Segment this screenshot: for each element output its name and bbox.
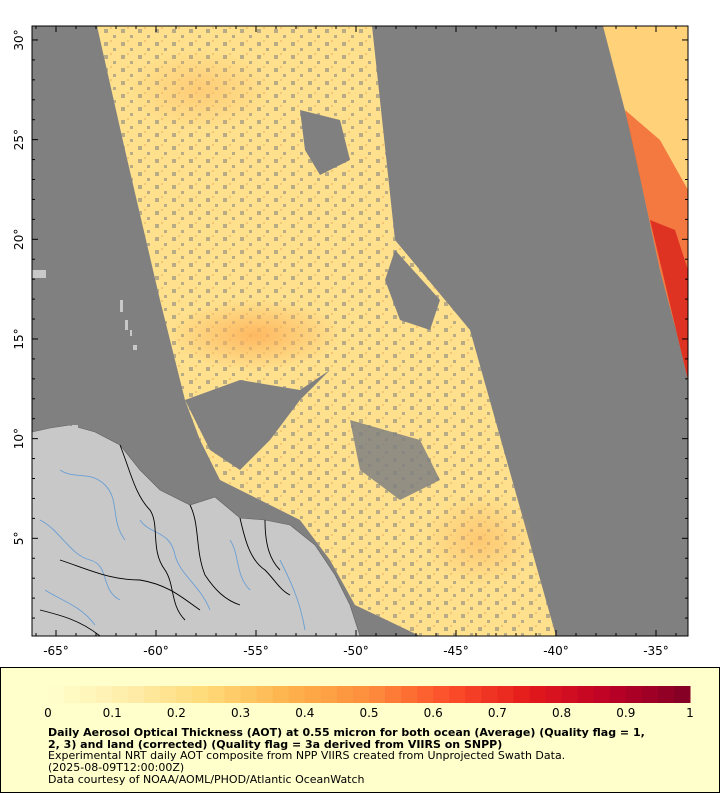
country-borders: [39, 444, 291, 636]
no-data-gap: [350, 420, 440, 500]
colorbar-cell: [224, 686, 242, 703]
y-tick-label: 10°: [12, 428, 26, 449]
y-tick-label: 25°: [12, 129, 26, 150]
colorbar-cell: [657, 686, 675, 703]
colorbar-tick-label: 1: [686, 706, 694, 720]
no-data-gap: [385, 250, 440, 330]
colorbar-cell: [577, 686, 595, 703]
legend-panel: 0 0.1 0.2 0.3 0.4 0.5 0.6 0.7 0.8 0.9 1 Daily Aero…: [0, 667, 720, 793]
caption-line2: (2025-08-09T12:00:00Z): [48, 761, 185, 774]
colorbar: 0 0.1 0.2 0.3 0.4 0.5 0.6 0.7 0.8 0.9 1: [44, 686, 694, 720]
colorbar-cell: [144, 686, 161, 703]
colorbar-tick-label: 0.2: [167, 706, 186, 720]
y-tick-label: 15°: [12, 328, 26, 349]
colorbar-cell: [641, 686, 659, 703]
colorbar-cell: [304, 686, 322, 703]
colorbar-cell: [449, 686, 466, 703]
colorbar-cell: [48, 686, 65, 703]
colorbar-cells: [48, 686, 691, 703]
no-data-gap: [185, 370, 330, 470]
x-tick-label: -45°: [443, 644, 469, 658]
rivers: [39, 469, 306, 631]
land-south-america: [32, 424, 361, 636]
colorbar-tick-label: 0.4: [295, 706, 314, 720]
colorbar-cell: [80, 686, 97, 703]
aot-map: -65° -60° -55° -50° -45° -40° -35° 5° 10° 15° 20° 2…: [12, 25, 689, 658]
colorbar-cell: [96, 686, 113, 703]
colorbar-cell: [112, 686, 129, 703]
colorbar-cell: [497, 686, 514, 703]
colorbar-cell: [401, 686, 418, 703]
colorbar-cell: [64, 686, 81, 703]
map-title: Daily Aerosol Optical Thickness (AOT) at…: [48, 726, 645, 751]
colorbar-cell: [369, 686, 386, 703]
colorbar-cell: [128, 686, 145, 703]
colorbar-cell: [320, 686, 338, 703]
y-tick-label: 30°: [12, 29, 26, 50]
colorbar-cell: [609, 686, 627, 703]
colorbar-cell: [336, 686, 354, 703]
colorbar-cell: [240, 686, 258, 703]
colorbar-cell: [160, 686, 177, 703]
map-frame: [31, 25, 689, 637]
colorbar-cell: [256, 686, 274, 703]
colorbar-cell: [561, 686, 579, 703]
colorbar-cell: [352, 686, 370, 703]
colorbar-tick-label: 0.6: [424, 706, 443, 720]
x-tick-label: -55°: [243, 644, 269, 658]
y-tick-label: 20°: [12, 229, 26, 250]
caption-line3: Data courtesy of NOAA/AOML/PHOD/Atlantic…: [48, 773, 365, 786]
colorbar-cell: [192, 686, 209, 703]
colorbar-cell: [385, 686, 402, 703]
colorbar-tick-label: 0.9: [616, 706, 635, 720]
colorbar-tick-label: 0.5: [359, 706, 378, 720]
colorbar-cell: [208, 686, 226, 703]
aot-haze-region: [170, 300, 340, 370]
x-tick-label: -50°: [343, 644, 369, 658]
caption-line1: Experimental NRT daily AOT composite fro…: [48, 749, 566, 762]
colorbar-cell: [272, 686, 290, 703]
y-tick-label: 5°: [12, 531, 26, 545]
colorbar-cell: [176, 686, 193, 703]
colorbar-cell: [433, 686, 450, 703]
colorbar-tick-label: 0.3: [231, 706, 250, 720]
colorbar-cell: [625, 686, 643, 703]
colorbar-cell: [545, 686, 563, 703]
colorbar-tick-label: 0.1: [103, 706, 122, 720]
colorbar-cell: [465, 686, 482, 703]
no-data-gap: [300, 110, 350, 175]
colorbar-cell: [673, 686, 691, 703]
x-tick-label: -60°: [143, 644, 169, 658]
x-tick-label: -35°: [643, 644, 669, 658]
colorbar-cell: [288, 686, 306, 703]
colorbar-cell: [593, 686, 611, 703]
aot-swath-east-peak: [650, 220, 688, 380]
colorbar-cell: [513, 686, 530, 703]
colorbar-tick-label: 0.8: [552, 706, 571, 720]
colorbar-cell: [481, 686, 498, 703]
colorbar-tick-label: 0.7: [488, 706, 507, 720]
colorbar-tick-labels: 0 0.1 0.2 0.3 0.4 0.5 0.6 0.7 0.8 0.9 1: [44, 706, 694, 720]
colorbar-cell: [417, 686, 434, 703]
x-tick-label: -40°: [543, 644, 569, 658]
caribbean-islands: [32, 270, 137, 428]
colorbar-tick-label: 0: [44, 706, 52, 720]
aot-haze-region: [425, 495, 535, 585]
colorbar-cell: [529, 686, 547, 703]
x-tick-label: -65°: [43, 644, 69, 658]
aot-haze-region: [130, 50, 270, 130]
axis-ticks: -65° -60° -55° -50° -45° -40° -35° 5° 10° 15° 20° 2…: [12, 26, 688, 658]
